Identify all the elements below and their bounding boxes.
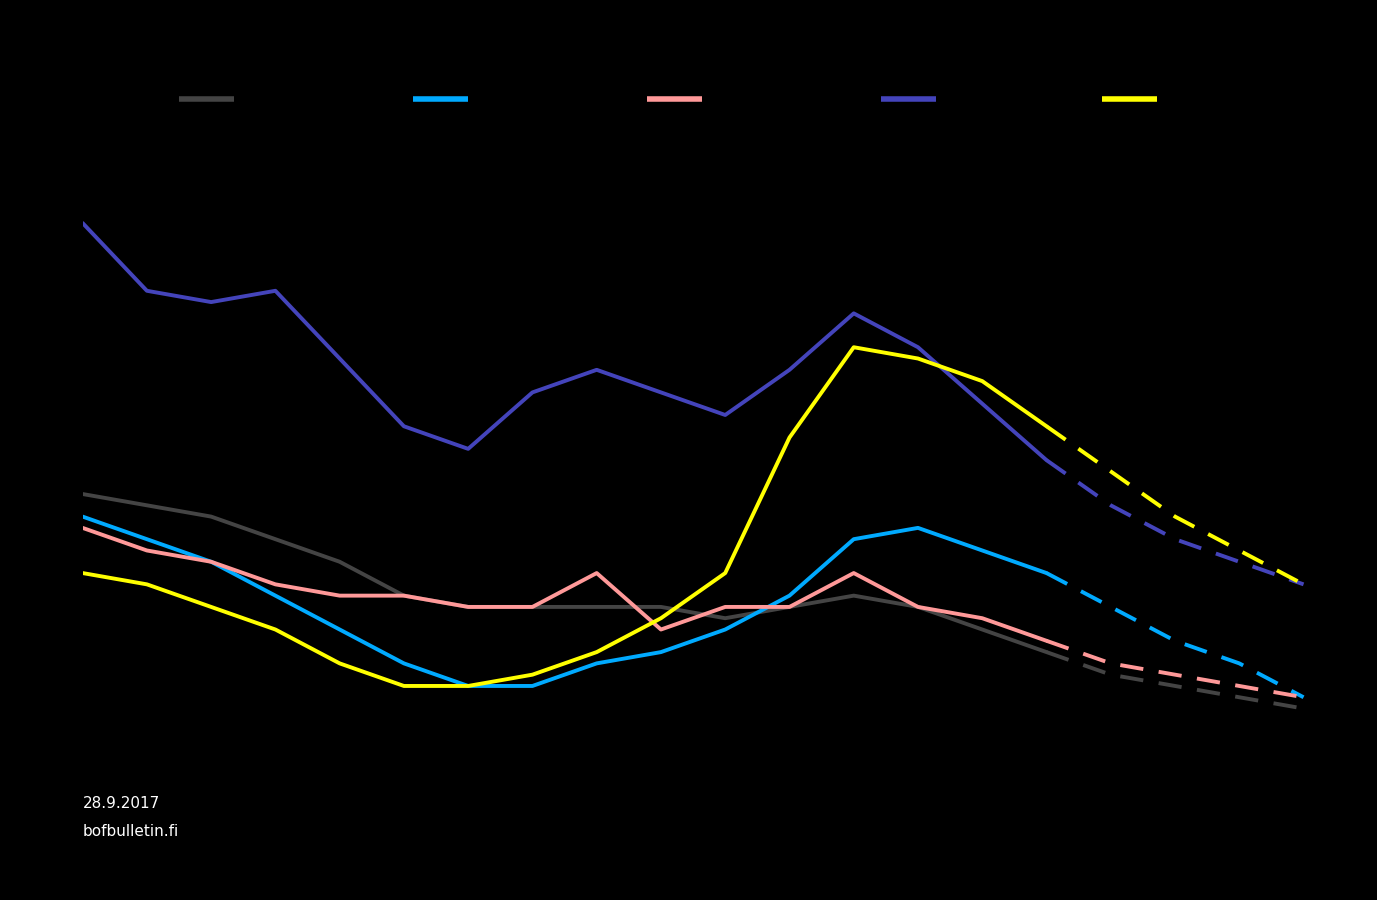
Text: 28.9.2017: 28.9.2017 [83, 796, 160, 812]
Text: bofbulletin.fi: bofbulletin.fi [83, 824, 179, 839]
